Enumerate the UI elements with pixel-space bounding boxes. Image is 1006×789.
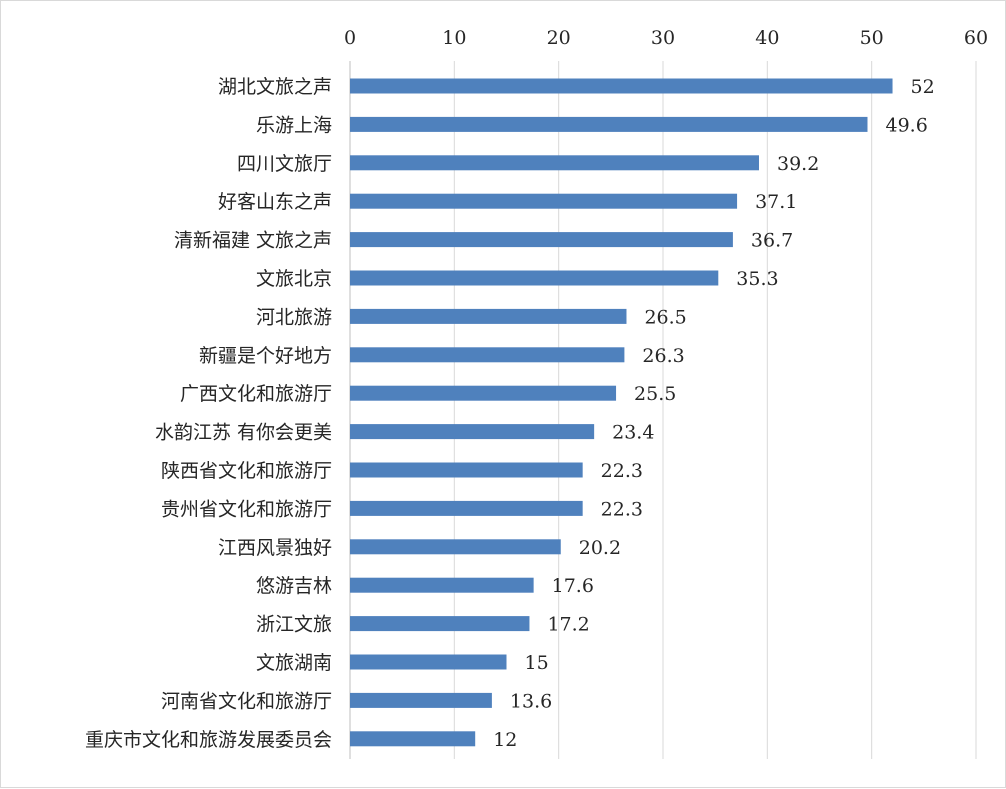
bar: [350, 193, 738, 209]
category-label: 四川文旅厅: [237, 153, 332, 175]
category-label: 湖北文旅之声: [218, 76, 332, 98]
x-tick-label: 0: [344, 27, 356, 49]
data-label: 49.6: [885, 114, 927, 136]
x-tick-label: 20: [547, 27, 571, 49]
category-label: 河北旅游: [256, 306, 332, 328]
data-label: 17.6: [552, 575, 594, 597]
data-label: 52: [911, 76, 935, 98]
x-tick-label: 30: [651, 27, 675, 49]
data-label: 26.3: [642, 345, 684, 367]
category-label: 浙江文旅: [256, 614, 332, 636]
data-label: 22.3: [601, 460, 643, 482]
category-label: 好客山东之声: [218, 191, 332, 213]
bar: [350, 616, 530, 632]
data-label: 26.5: [644, 306, 686, 328]
data-label: 15: [525, 652, 549, 674]
data-label: 39.2: [777, 153, 819, 175]
category-label: 广西文化和旅游厅: [180, 383, 332, 405]
category-label: 乐游上海: [256, 114, 332, 136]
x-tick-label: 10: [442, 27, 466, 49]
bars: [350, 78, 893, 747]
bar: [350, 78, 893, 94]
data-label: 13.6: [510, 690, 552, 712]
bar: [350, 232, 733, 248]
bar: [350, 462, 583, 478]
bar: [350, 654, 507, 670]
category-label: 文旅北京: [256, 268, 332, 290]
category-label: 江西风景独好: [218, 537, 332, 559]
data-label: 22.3: [601, 498, 643, 520]
x-tick-label: 60: [964, 27, 988, 49]
bar: [350, 116, 868, 132]
bar: [350, 270, 719, 286]
bar: [350, 308, 627, 324]
data-label: 23.4: [612, 422, 654, 444]
bar: [350, 385, 617, 401]
category-label: 河南省文化和旅游厅: [161, 690, 332, 712]
category-label: 文旅湖南: [256, 652, 332, 674]
category-label: 悠游吉林: [256, 575, 332, 597]
category-label: 水韵江苏 有你会更美: [155, 422, 332, 444]
data-label: 37.1: [755, 191, 797, 213]
category-label: 贵州省文化和旅游厅: [161, 498, 332, 520]
bar: [350, 500, 583, 516]
bar: [350, 155, 759, 171]
data-label: 35.3: [736, 268, 778, 290]
data-labels: 52 49.6 39.2 37.1 36.7 35.3 26.5 26.3 25.5 23.4 22…: [493, 76, 935, 751]
category-label: 新疆是个好地方: [199, 345, 332, 367]
x-tick-label: 50: [860, 27, 884, 49]
bar: [350, 577, 534, 593]
data-label: 12: [493, 729, 517, 751]
gridlines: [349, 61, 977, 759]
bar: [350, 539, 561, 555]
data-label: 36.7: [751, 230, 793, 252]
x-tick-label: 40: [755, 27, 779, 49]
bar: [350, 424, 595, 440]
data-label: 17.2: [547, 614, 589, 636]
bar: [350, 347, 625, 363]
data-label: 20.2: [579, 537, 621, 559]
category-label: 重庆市文化和旅游发展委员会: [85, 729, 332, 751]
category-label: 清新福建 文旅之声: [174, 230, 332, 252]
category-label: 陕西省文化和旅游厅: [161, 460, 332, 482]
data-label: 25.5: [634, 383, 676, 405]
bar: [350, 692, 492, 708]
bar: [350, 731, 476, 747]
x-axis-ticks: 0 10 20 30 40 50 60: [344, 27, 988, 49]
